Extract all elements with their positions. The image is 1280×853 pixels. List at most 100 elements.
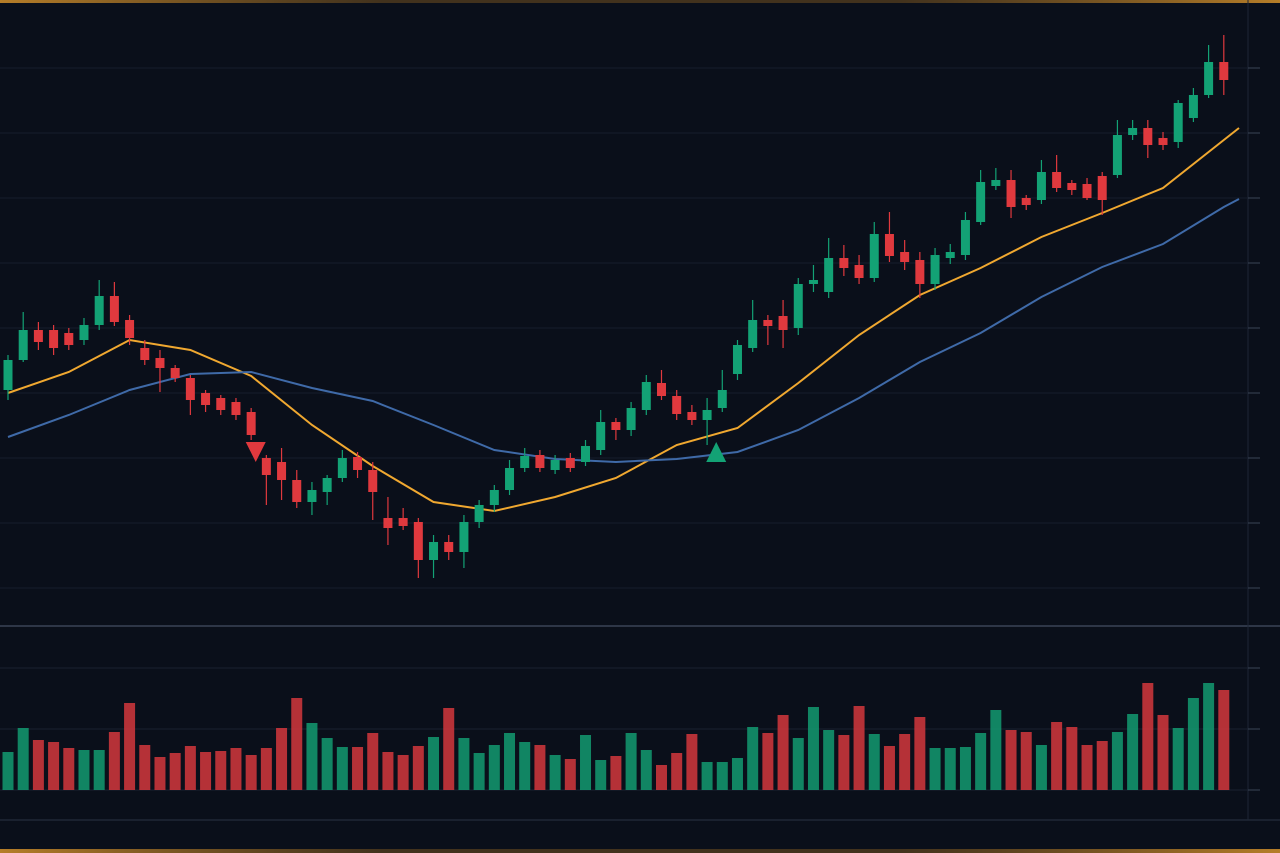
volume-bar bbox=[169, 753, 181, 790]
volume-bar bbox=[108, 732, 120, 790]
candle-body bbox=[778, 316, 788, 330]
candle-body bbox=[429, 542, 439, 560]
candle-body bbox=[489, 490, 499, 505]
candle-body bbox=[535, 455, 545, 468]
candle-body bbox=[748, 320, 758, 348]
volume-bar bbox=[352, 747, 364, 790]
volume-panel bbox=[2, 683, 1230, 790]
candle-body bbox=[18, 330, 28, 360]
volume-bar bbox=[929, 748, 941, 790]
candle-body bbox=[444, 542, 454, 552]
volume-bar bbox=[473, 753, 485, 790]
volume-bar bbox=[458, 738, 470, 790]
volume-bar bbox=[990, 710, 1002, 790]
candle-body bbox=[1143, 128, 1153, 145]
candle-body bbox=[945, 252, 955, 258]
volume-bar bbox=[321, 738, 333, 790]
candle-body bbox=[581, 446, 591, 462]
volume-bar bbox=[914, 717, 926, 790]
volume-bar bbox=[1187, 698, 1199, 790]
volume-bar bbox=[534, 745, 546, 790]
volume-bar bbox=[1157, 715, 1169, 790]
volume-bar bbox=[610, 756, 622, 790]
candle-body bbox=[398, 518, 408, 526]
candle-body bbox=[413, 522, 423, 560]
candle-body bbox=[702, 410, 712, 420]
candle-body bbox=[1021, 198, 1031, 205]
candle-body bbox=[976, 182, 986, 222]
candle-body bbox=[854, 265, 864, 278]
candle-body bbox=[672, 396, 682, 414]
candle-body bbox=[520, 456, 530, 468]
signal-marker bbox=[706, 442, 727, 462]
candle-body bbox=[109, 296, 119, 322]
candle-body bbox=[1158, 138, 1168, 145]
candle-body bbox=[565, 458, 575, 468]
volume-bar bbox=[78, 750, 90, 790]
candle-body bbox=[900, 252, 910, 262]
volume-bar bbox=[701, 762, 713, 790]
volume-bar bbox=[367, 733, 379, 790]
candle-body bbox=[140, 348, 150, 360]
volume-bar bbox=[154, 757, 166, 790]
candle-body bbox=[808, 280, 818, 284]
candle-body bbox=[641, 382, 651, 410]
candle-body bbox=[611, 422, 621, 430]
volume-bar bbox=[625, 733, 637, 790]
volume-bar bbox=[716, 762, 728, 790]
signal-marker bbox=[245, 442, 266, 462]
volume-bar bbox=[291, 698, 303, 790]
volume-bar bbox=[63, 748, 75, 790]
candle-body bbox=[277, 462, 287, 480]
volume-bar bbox=[1096, 741, 1108, 790]
signal-markers bbox=[245, 442, 727, 462]
volume-bar bbox=[595, 760, 607, 790]
moving-averages bbox=[7, 127, 1240, 513]
candle-body bbox=[216, 398, 226, 410]
volume-bar bbox=[93, 750, 105, 790]
candle-body bbox=[79, 325, 89, 340]
volume-bar bbox=[580, 735, 592, 790]
candle-body bbox=[1006, 180, 1016, 207]
candle-body bbox=[824, 258, 834, 292]
volume-bar bbox=[504, 733, 516, 790]
volume-bar bbox=[1035, 745, 1047, 790]
volume-bar bbox=[944, 748, 956, 790]
candle-body bbox=[307, 490, 317, 502]
volume-bar bbox=[32, 740, 44, 790]
candle-body bbox=[687, 412, 697, 420]
volume-bar bbox=[807, 707, 819, 790]
bottom-glow bbox=[0, 849, 1280, 853]
candle-body bbox=[94, 296, 104, 325]
candle-body bbox=[383, 518, 393, 528]
candle-body bbox=[991, 180, 1001, 186]
volume-bar bbox=[1020, 732, 1032, 790]
candle-body bbox=[763, 320, 773, 326]
volume-bar bbox=[853, 706, 865, 790]
candle-body bbox=[626, 408, 636, 430]
candle-body bbox=[231, 402, 241, 415]
volume-bar bbox=[1111, 732, 1123, 790]
candle-body bbox=[1112, 135, 1122, 175]
volume-bar bbox=[975, 733, 987, 790]
candle-body bbox=[246, 412, 256, 435]
volume-bar bbox=[823, 730, 835, 790]
volume-bar bbox=[564, 759, 576, 790]
candle-body bbox=[793, 284, 803, 328]
top-glow bbox=[0, 0, 1280, 3]
candle-body bbox=[474, 505, 484, 522]
volume-bar bbox=[747, 727, 759, 790]
moving-average-line bbox=[7, 198, 1240, 464]
candle-body bbox=[185, 378, 195, 400]
volume-bar bbox=[215, 751, 227, 790]
volume-bar bbox=[443, 708, 455, 790]
volume-bar bbox=[276, 728, 288, 790]
volume-bar bbox=[139, 745, 151, 790]
candle-body bbox=[505, 468, 515, 490]
volume-bar bbox=[1203, 683, 1215, 790]
volume-bar bbox=[397, 755, 409, 790]
candle-body bbox=[33, 330, 43, 342]
